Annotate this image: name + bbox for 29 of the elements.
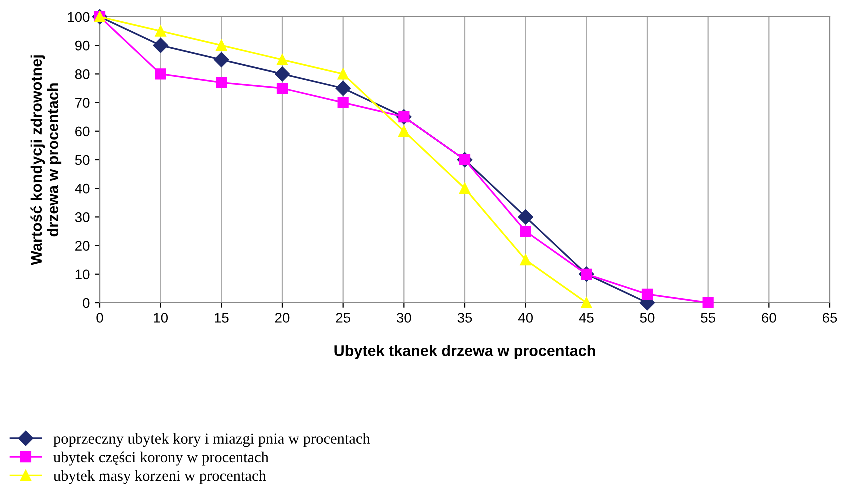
x-tick-label: 45 — [579, 313, 594, 323]
y-tick-label: 0 — [83, 298, 90, 308]
x-tick-label: 30 — [396, 313, 412, 323]
x-tick-label: 0 — [96, 313, 104, 323]
legend-label: ubytek części korony w procentach — [54, 452, 269, 466]
x-tick-label: 40 — [518, 313, 534, 323]
y-tick-label: 80 — [75, 70, 90, 80]
y-tick-label: 90 — [75, 40, 90, 51]
x-tick-label: 60 — [762, 313, 776, 323]
y-tick-label: 30 — [75, 212, 90, 222]
x-tick-label: 50 — [640, 313, 655, 323]
x-tick-label: 20 — [275, 313, 290, 323]
y-tick-label: 40 — [75, 184, 90, 194]
x-tick-label: 35 — [458, 313, 472, 323]
y-tick-label: 100 — [68, 12, 90, 22]
x-axis-title: Ubytek tkanek drzewa w procentach — [334, 345, 596, 360]
x-tick-label: 15 — [215, 313, 229, 323]
y-tick-label: 50 — [75, 155, 90, 166]
x-tick-label: 25 — [336, 313, 350, 323]
y-tick-label: 60 — [76, 126, 90, 137]
y-tick-label: 20 — [76, 241, 90, 251]
y-tick-label: 70 — [76, 98, 90, 108]
x-tick-label: 55 — [701, 313, 716, 323]
y-axis-title: Wartość kondycji zdrowotnej drzewa w procentach — [30, 56, 62, 266]
legend-label: poprzeczny ubytek kory i miazgi pnia w procentach — [54, 433, 370, 448]
y-tick-label: 10 — [76, 270, 90, 280]
legend-label: ubytek masy korzeni w procentach — [54, 470, 266, 484]
x-tick-label: 10 — [154, 313, 168, 323]
x-tick-label: 65 — [822, 313, 838, 323]
